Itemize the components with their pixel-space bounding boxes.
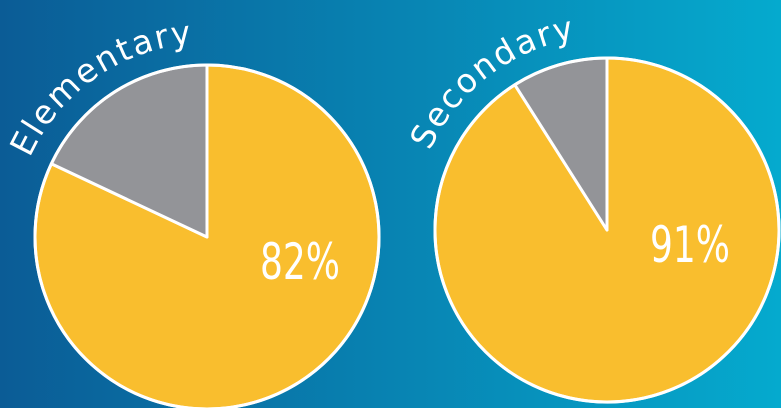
value-label: 91% [650, 217, 730, 274]
pie-outline [433, 56, 781, 404]
value-label: 82% [260, 234, 340, 291]
pie-outline [33, 63, 381, 408]
